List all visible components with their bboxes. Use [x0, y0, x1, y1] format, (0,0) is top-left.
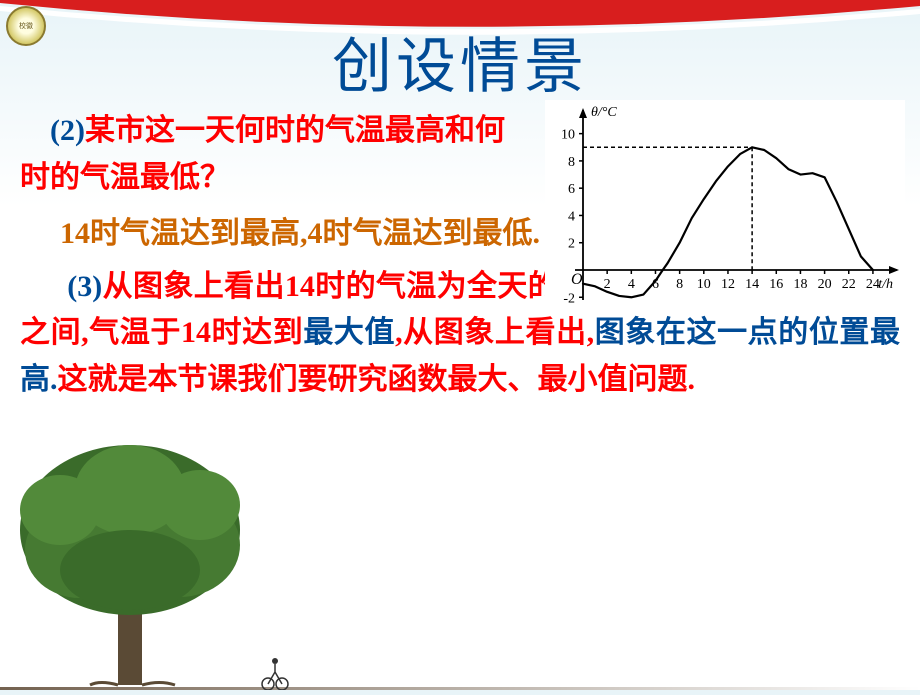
svg-text:2: 2: [568, 237, 575, 252]
svg-text:8: 8: [568, 155, 575, 170]
ans2-p1: 14时: [60, 217, 120, 250]
svg-text:22: 22: [842, 277, 856, 292]
slide-title: 创设情景: [0, 18, 920, 105]
svg-text:20: 20: [818, 277, 832, 292]
svg-text:O: O: [571, 271, 583, 288]
svg-text:4: 4: [568, 209, 575, 224]
q2-text: 某市这一天何时的气温最高和何时的气温最低？: [20, 114, 505, 194]
tree-decoration: [0, 430, 300, 690]
q3-prefix: (3): [67, 270, 102, 303]
svg-text:θ/°C: θ/°C: [591, 105, 617, 120]
svg-text:10: 10: [697, 277, 711, 292]
q2-prefix: (2): [50, 114, 85, 147]
svg-text:-2: -2: [563, 291, 575, 306]
svg-text:14: 14: [745, 277, 759, 292]
question-2: (2)某市这一天何时的气温最高和何时的气温最低？: [20, 108, 520, 201]
svg-text:t/h: t/h: [878, 277, 893, 292]
svg-text:18: 18: [793, 277, 807, 292]
ans2-p2: 气温达到最高: [120, 217, 300, 250]
svg-text:12: 12: [721, 277, 735, 292]
svg-text:16: 16: [769, 277, 783, 292]
answer-2: 14时气温达到最高,4时气温达到最低.: [60, 211, 540, 258]
q3-s3: 这就是本节课我们要研究函数最大、最小值问题.: [58, 363, 696, 396]
svg-text:6: 6: [568, 182, 575, 197]
q3-s2: ,从图象上看出,: [395, 316, 594, 349]
svg-text:10: 10: [561, 128, 575, 143]
ans2-p3: ,4时气温达到最低.: [300, 217, 540, 250]
svg-text:8: 8: [676, 277, 683, 292]
temperature-chart: -224681024681012141618202224Oθ/°Ct/h: [545, 100, 905, 310]
cyclist-decoration: [260, 650, 290, 690]
q3-b1: 最大值: [303, 316, 395, 349]
svg-text:4: 4: [628, 277, 635, 292]
